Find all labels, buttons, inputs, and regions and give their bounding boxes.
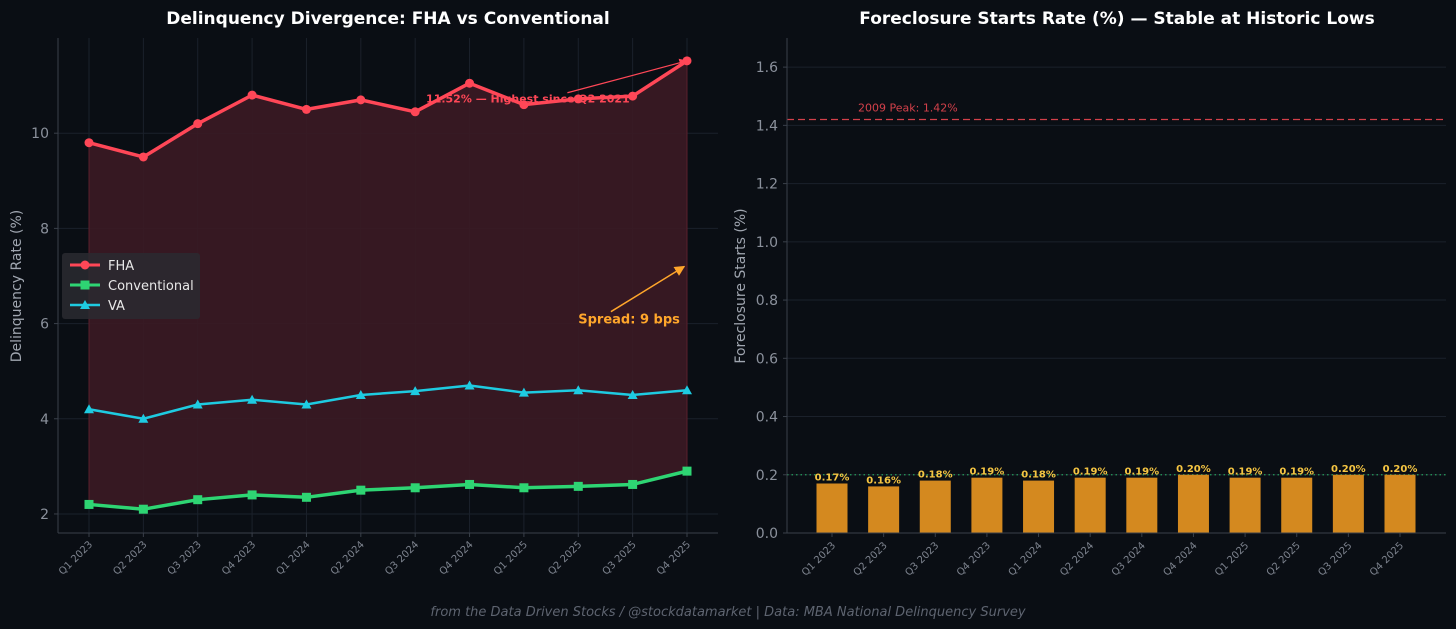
data-point-fha (410, 107, 420, 117)
bar (1332, 474, 1364, 533)
data-point-va (464, 380, 475, 390)
data-point-va (247, 394, 258, 404)
data-point-fha (84, 138, 94, 148)
delinquency-y-axis-label: Delinquency Rate (%) (9, 210, 25, 363)
legend: FHA Conventional VA (62, 253, 200, 319)
y-tick-label: 0.6 (756, 351, 778, 367)
data-point-fha (138, 152, 148, 162)
data-point-va (355, 389, 366, 399)
data-point-conventional (465, 479, 475, 489)
bar (1229, 477, 1261, 533)
peak-reference-label: 2009 Peak: 1.42% (858, 102, 958, 115)
y-tick-label: 0.8 (756, 293, 778, 309)
data-point-conventional (628, 479, 638, 489)
legend-fha-label: FHA (108, 259, 134, 274)
legend-va-marker (80, 300, 90, 309)
data-point-fha (193, 119, 203, 129)
bar-value-label: 0.16% (866, 475, 901, 486)
foreclosure-chart-title: Foreclosure Starts Rate (%) — Stable at … (859, 9, 1374, 29)
bar-value-label: 0.19% (1073, 467, 1108, 478)
y-tick-label: 6 (40, 317, 49, 333)
y-tick-label: 10 (31, 126, 49, 142)
legend-conventional-label: Conventional (108, 279, 194, 294)
delinquency-chart-title: Delinquency Divergence: FHA vs Conventio… (166, 9, 609, 29)
bar-value-label: 0.17% (815, 473, 850, 484)
y-tick-label: 0.0 (756, 526, 778, 542)
bar (1384, 474, 1416, 533)
data-point-conventional (84, 499, 94, 509)
data-point-va (410, 386, 421, 396)
data-point-conventional (356, 485, 366, 495)
y-tick-label: 0.2 (756, 468, 778, 484)
legend-conventional-marker (80, 280, 90, 290)
data-point-fha (247, 90, 257, 100)
bar (1281, 477, 1313, 533)
peak-annotation-arrow (567, 58, 688, 94)
y-tick-label: 2 (40, 507, 49, 523)
bar (1023, 480, 1055, 533)
data-point-va (192, 399, 203, 409)
data-point-va (84, 404, 94, 414)
data-point-fha (628, 91, 638, 101)
data-point-va (301, 399, 312, 409)
data-point-fha (465, 78, 475, 88)
data-point-conventional (247, 490, 257, 500)
data-point-conventional (193, 495, 203, 505)
series-line-va (88, 384, 688, 421)
series-line-conventional (88, 469, 688, 511)
bar-value-label: 0.19% (970, 467, 1005, 478)
bar (919, 480, 951, 533)
data-point-fha (519, 100, 529, 110)
y-tick-label: 1.2 (756, 177, 778, 193)
bar-value-label: 0.20% (1331, 464, 1366, 475)
data-point-conventional (519, 483, 529, 493)
data-point-conventional (573, 481, 583, 491)
data-point-conventional (682, 466, 692, 476)
bar-value-label: 0.19% (1279, 467, 1314, 478)
series-line-fha (88, 59, 688, 159)
bar-value-label: 0.18% (918, 470, 953, 481)
bar-value-label: 0.19% (1124, 467, 1159, 478)
data-point-fha (356, 95, 366, 105)
data-point-va (627, 389, 638, 399)
data-point-conventional (138, 504, 148, 514)
bar-value-label: 0.19% (1228, 467, 1263, 478)
data-point-va (573, 385, 584, 395)
bar-value-label: 0.18% (1021, 470, 1056, 481)
bar (1126, 477, 1158, 533)
bar (816, 483, 848, 533)
y-tick-label: 1.0 (756, 235, 778, 251)
legend-box (62, 253, 200, 319)
data-point-fha (573, 94, 583, 104)
y-tick-label: 8 (40, 221, 49, 237)
bar-value-label: 0.20% (1383, 464, 1418, 475)
spread-annotation: Spread: 9 bps (578, 313, 680, 328)
bar (971, 477, 1003, 533)
footer-credit: from the Data Driven Stocks / @stockdata… (430, 605, 1025, 620)
data-point-va (682, 385, 692, 395)
bar (1177, 474, 1209, 533)
legend-fha-marker (80, 260, 90, 270)
peak-annotation: 11.52% — Highest since Q2 2021 (426, 92, 630, 105)
data-point-va (518, 387, 529, 397)
y-tick-label: 4 (40, 412, 49, 428)
y-tick-label: 0.4 (756, 410, 778, 426)
data-point-fha (301, 104, 311, 114)
y-tick-label: 1.4 (756, 118, 778, 134)
bar (868, 486, 900, 533)
data-point-va (138, 413, 149, 423)
spread-annotation-arrow (610, 265, 686, 313)
y-tick-label: 1.6 (756, 60, 778, 76)
bar-value-label: 0.20% (1176, 464, 1211, 475)
foreclosure-y-axis-label: Foreclosure Starts (%) (733, 208, 749, 363)
data-point-conventional (301, 492, 311, 502)
legend-va-label: VA (108, 299, 125, 314)
data-point-conventional (410, 483, 420, 493)
bar (1074, 477, 1106, 533)
